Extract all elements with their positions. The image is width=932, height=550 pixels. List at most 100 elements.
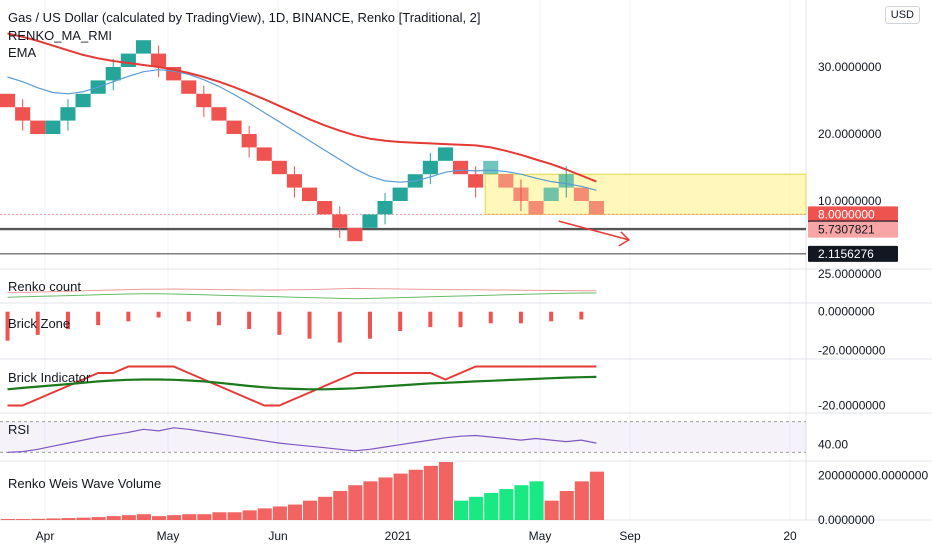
weis-volume-bar [121, 515, 136, 520]
indicator-ema[interactable]: EMA [8, 45, 37, 60]
brick-zone-bar [186, 311, 191, 322]
renko-brick[interactable] [347, 227, 363, 242]
renko-count-line-up [7, 287, 597, 293]
price-label-bg [808, 221, 898, 238]
renko-brick[interactable] [302, 187, 318, 201]
weis-volume-bar [348, 485, 363, 520]
y-tick-label: 10.0000000 [818, 194, 882, 208]
renko-brick[interactable] [437, 147, 453, 161]
weis-volume-bar [333, 491, 348, 520]
weis-volume-bar [363, 481, 378, 520]
price-label-bg [808, 206, 898, 223]
renko-brick[interactable] [256, 147, 272, 161]
renko-brick[interactable] [528, 201, 544, 215]
renko-brick[interactable] [588, 201, 604, 215]
weis-volume-bar [393, 473, 408, 520]
weis-volume-bar [287, 504, 302, 520]
weis-volume-bar [46, 518, 61, 520]
price-label: 2.1156276 [818, 247, 874, 261]
brick-zone-bar [126, 311, 131, 322]
brick-zone-bar [458, 311, 463, 328]
renko-brick[interactable] [75, 93, 91, 108]
pane-title-rsi: RSI [8, 422, 30, 437]
weis-volume-bar [61, 518, 76, 520]
brick-zone-bar [65, 311, 70, 330]
brick-zone-bar [488, 311, 493, 324]
weis-volume-bar [152, 516, 167, 520]
renko-brick[interactable] [362, 214, 378, 228]
y-tick-label: -20.0000000 [818, 399, 886, 413]
brick-zone-bar [367, 311, 372, 339]
weis-volume-bar [544, 500, 559, 520]
x-tick-label: May [157, 529, 180, 543]
pane-title-brick-indicator: Brick Indicator [8, 370, 91, 385]
projection-arrow-head [618, 231, 631, 247]
brick-zone-bar [277, 311, 282, 335]
brick-zone-bar [428, 311, 433, 328]
weis-volume-bar [574, 481, 589, 520]
weis-volume-bar [438, 462, 453, 520]
weis-volume-bar [303, 500, 318, 520]
y-tick-label: -20.0000000 [818, 343, 886, 357]
renko-brick[interactable] [317, 201, 333, 215]
brick-zone-bar [216, 311, 221, 326]
weis-volume-bar [16, 519, 31, 520]
weis-volume-bar [167, 515, 182, 520]
renko-brick[interactable] [226, 120, 242, 134]
currency-button[interactable]: USD [884, 6, 920, 24]
weis-volume-bar [499, 489, 514, 520]
renko-count-line-down [7, 292, 597, 300]
y-tick-label: 200000000.0000000 [818, 468, 928, 482]
weis-volume-bar [469, 496, 484, 520]
renko-brick[interactable] [392, 187, 408, 201]
weis-volume-bar [378, 477, 393, 520]
indicator-renko-ma-rmi[interactable]: RENKO_MA_RMI [8, 28, 113, 43]
rsi-line [7, 427, 597, 453]
y-tick-label: 25.0000000 [818, 267, 882, 281]
weis-volume-bar [454, 500, 469, 520]
weis-volume-bar [106, 516, 121, 520]
renko-brick[interactable] [271, 160, 287, 175]
y-tick-label: 40.00 [818, 438, 848, 452]
ma-line [7, 32, 597, 183]
brick-zone-bar [96, 311, 101, 326]
renko-brick[interactable] [453, 160, 469, 175]
x-tick-label: Jun [268, 529, 287, 543]
brick-zone-bar [307, 311, 312, 339]
weis-volume-bar [484, 492, 499, 520]
x-tick-label: May [529, 529, 552, 543]
renko-brick[interactable] [573, 187, 589, 201]
weis-volume-bar [589, 471, 604, 520]
renko-brick[interactable] [45, 120, 61, 134]
renko-brick[interactable] [135, 40, 151, 54]
renko-brick[interactable] [0, 93, 16, 108]
brick-indicator-line [7, 365, 597, 407]
brick-zone-bar [518, 311, 523, 324]
brick-zone-bar [398, 311, 403, 331]
renko-brick[interactable] [211, 107, 227, 121]
brick-zone-bar [337, 311, 342, 343]
renko-brick[interactable] [483, 160, 499, 175]
weis-volume-bar [242, 510, 257, 520]
weis-volume-bar [272, 506, 287, 520]
renko-brick[interactable] [181, 80, 197, 94]
brick-zone-bar [156, 311, 161, 318]
renko-brick[interactable] [498, 174, 514, 188]
weis-volume-bar [136, 514, 151, 520]
weis-volume-bar [76, 517, 91, 520]
weis-volume-bar [257, 508, 272, 520]
renko-brick[interactable] [30, 120, 46, 134]
weis-volume-bar [529, 481, 544, 520]
weis-volume-bar [559, 491, 574, 520]
brick-zone-bar [5, 311, 10, 341]
price-label: 8.0000000 [818, 207, 875, 221]
pane-title-weis-volume: Renko Weis Wave Volume [8, 476, 162, 491]
weis-volume-bar [1, 519, 16, 520]
y-tick-label: 0.0000000 [818, 513, 875, 527]
brick-zone-bar [579, 311, 584, 320]
renko-brick[interactable] [120, 53, 136, 67]
price-label-bg [808, 245, 898, 262]
renko-brick[interactable] [543, 187, 559, 201]
pane-title-renko-count: Renko count [8, 279, 81, 294]
